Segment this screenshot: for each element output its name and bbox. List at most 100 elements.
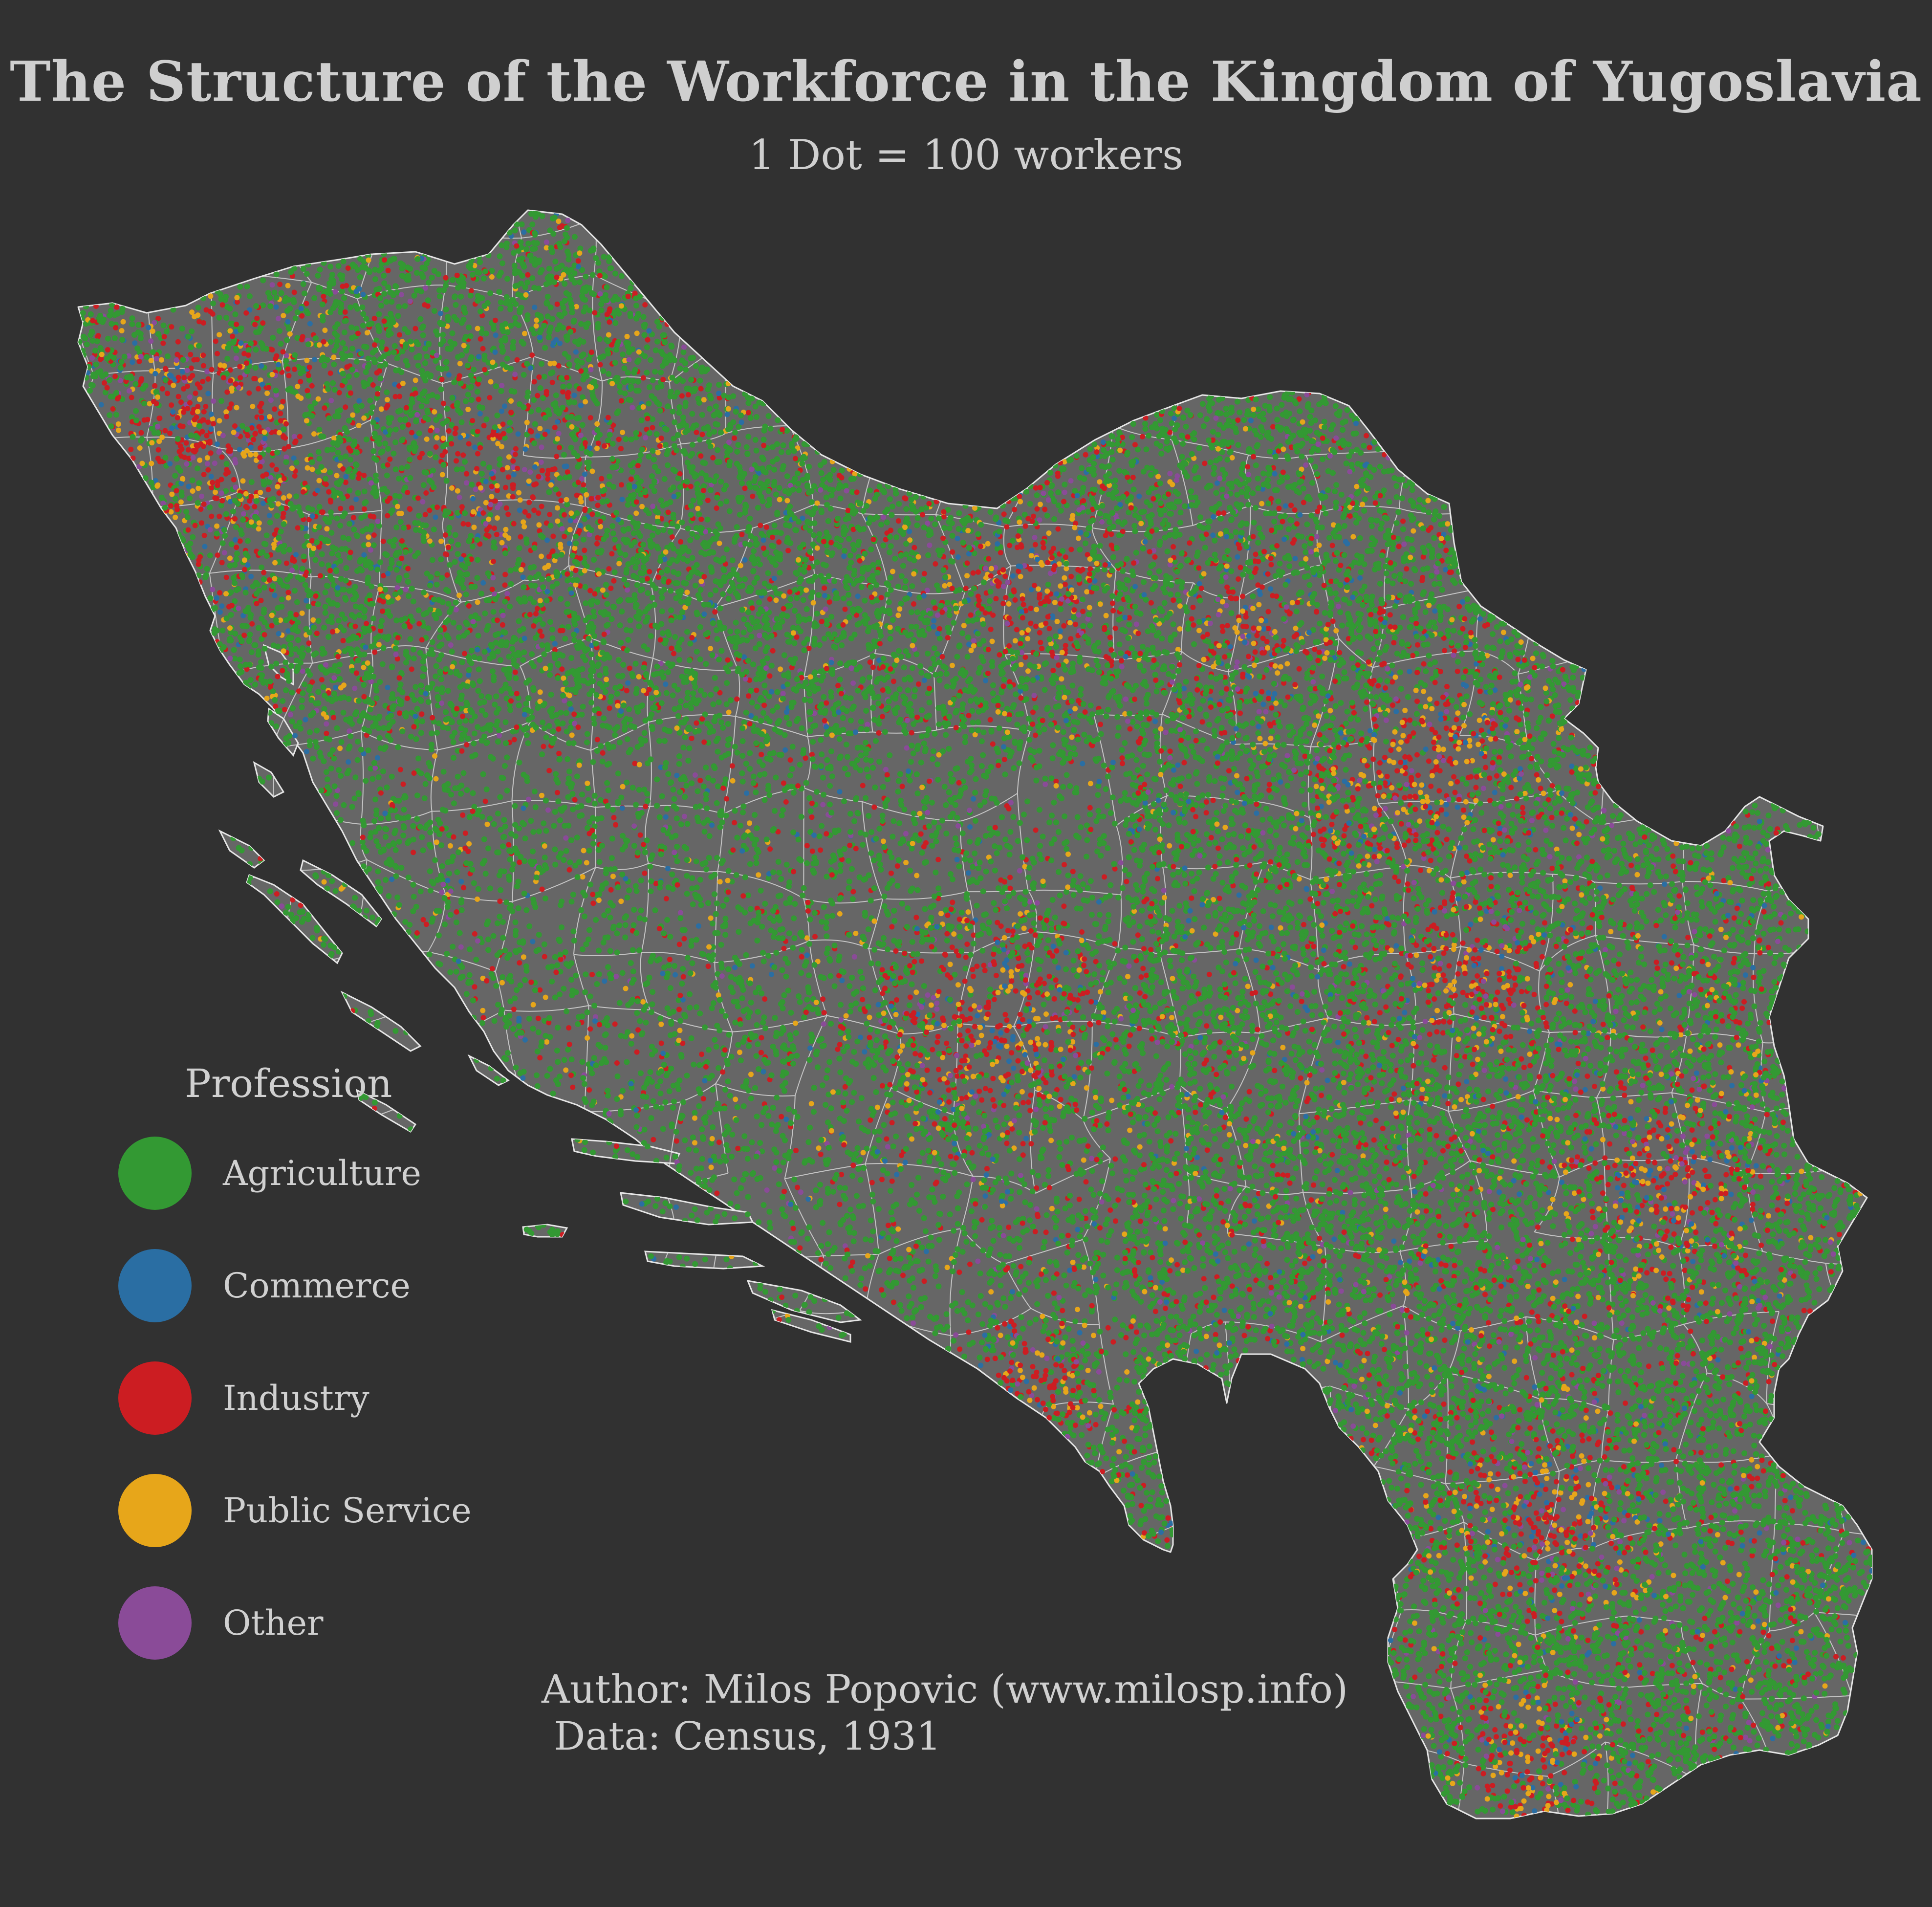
worker-dot <box>609 616 615 622</box>
worker-dot <box>1436 1405 1442 1411</box>
worker-dot <box>1440 824 1446 830</box>
worker-dot <box>821 1021 826 1027</box>
worker-dot <box>525 241 531 246</box>
worker-dot <box>1194 1349 1199 1354</box>
worker-dot <box>329 878 335 884</box>
worker-dot <box>1589 1209 1595 1214</box>
worker-dot <box>839 1172 844 1177</box>
worker-dot <box>757 562 763 568</box>
worker-dot <box>950 1269 955 1274</box>
worker-dot <box>1024 837 1030 843</box>
worker-dot <box>1408 498 1414 504</box>
worker-dot <box>1730 1699 1736 1705</box>
worker-dot <box>670 534 675 540</box>
worker-dot <box>1157 1259 1163 1265</box>
worker-dot <box>894 1172 899 1177</box>
worker-dot <box>969 648 974 653</box>
worker-dot <box>1164 1537 1170 1543</box>
worker-dot <box>1341 964 1346 969</box>
worker-dot <box>1087 805 1093 811</box>
worker-dot <box>1290 985 1295 990</box>
worker-dot <box>1223 960 1229 965</box>
worker-dot <box>656 738 662 744</box>
worker-dot <box>1184 609 1190 614</box>
worker-dot <box>1533 1390 1539 1396</box>
worker-dot <box>571 399 577 405</box>
worker-dot <box>865 722 870 727</box>
worker-dot <box>1132 528 1138 534</box>
worker-dot <box>1397 669 1403 675</box>
worker-dot <box>1813 1547 1819 1553</box>
worker-dot <box>1756 1483 1762 1489</box>
worker-dot <box>955 982 961 987</box>
worker-dot <box>1616 1729 1622 1734</box>
worker-dot <box>1744 1114 1750 1119</box>
worker-dot <box>1235 659 1240 665</box>
worker-dot <box>534 1073 540 1078</box>
worker-dot <box>1283 504 1288 509</box>
worker-dot <box>1751 975 1756 980</box>
worker-dot <box>793 1205 799 1211</box>
worker-dot <box>1093 1422 1099 1427</box>
worker-dot <box>967 839 973 845</box>
worker-dot <box>1264 667 1270 673</box>
worker-dot <box>896 501 902 507</box>
worker-dot <box>1492 1648 1498 1654</box>
worker-dot <box>1616 882 1622 888</box>
worker-dot <box>804 860 810 866</box>
worker-dot <box>1462 845 1468 851</box>
worker-dot <box>712 1037 717 1043</box>
worker-dot <box>1774 1106 1780 1112</box>
worker-dot <box>1712 1102 1717 1107</box>
worker-dot <box>995 1124 1000 1130</box>
worker-dot <box>334 516 340 522</box>
worker-dot <box>1310 798 1316 804</box>
worker-dot <box>1353 1034 1359 1040</box>
worker-dot <box>430 916 436 921</box>
worker-dot <box>1268 1103 1274 1109</box>
worker-dot <box>683 702 689 708</box>
worker-dot <box>1698 1551 1704 1556</box>
worker-dot <box>1027 1108 1033 1113</box>
worker-dot <box>284 337 290 343</box>
worker-dot <box>1472 1351 1478 1357</box>
worker-dot <box>1497 638 1503 644</box>
worker-dot <box>1486 1477 1492 1482</box>
worker-dot <box>1148 947 1153 952</box>
worker-dot <box>323 590 328 595</box>
worker-dot <box>1689 1678 1694 1684</box>
worker-dot <box>1616 1617 1622 1623</box>
worker-dot <box>904 1315 910 1321</box>
worker-dot <box>469 648 475 654</box>
worker-dot <box>1343 921 1349 926</box>
worker-dot <box>246 391 252 396</box>
worker-dot <box>714 636 720 642</box>
worker-dot <box>457 495 462 500</box>
worker-dot <box>1597 875 1603 880</box>
worker-dot <box>1114 545 1120 551</box>
worker-dot <box>751 548 757 554</box>
worker-dot <box>1623 1401 1628 1406</box>
worker-dot <box>1578 1230 1584 1236</box>
worker-dot <box>1661 1271 1666 1276</box>
worker-dot <box>896 518 901 524</box>
worker-dot <box>1548 1773 1553 1778</box>
worker-dot <box>1524 1769 1530 1775</box>
worker-dot <box>116 421 121 427</box>
worker-dot <box>1314 534 1320 539</box>
worker-dot <box>816 592 822 598</box>
worker-dot <box>352 774 358 780</box>
worker-dot <box>716 1065 721 1071</box>
worker-dot <box>1028 606 1034 611</box>
worker-dot <box>1022 1341 1027 1346</box>
worker-dot <box>1284 783 1290 789</box>
worker-dot <box>440 724 446 730</box>
worker-dot <box>1766 1379 1772 1384</box>
worker-dot <box>1494 1657 1499 1663</box>
worker-dot <box>1538 1425 1543 1430</box>
worker-dot <box>1139 1465 1145 1471</box>
worker-dot <box>1638 1645 1644 1651</box>
worker-dot <box>932 819 937 825</box>
worker-dot <box>684 590 690 595</box>
worker-dot <box>1569 1347 1575 1353</box>
